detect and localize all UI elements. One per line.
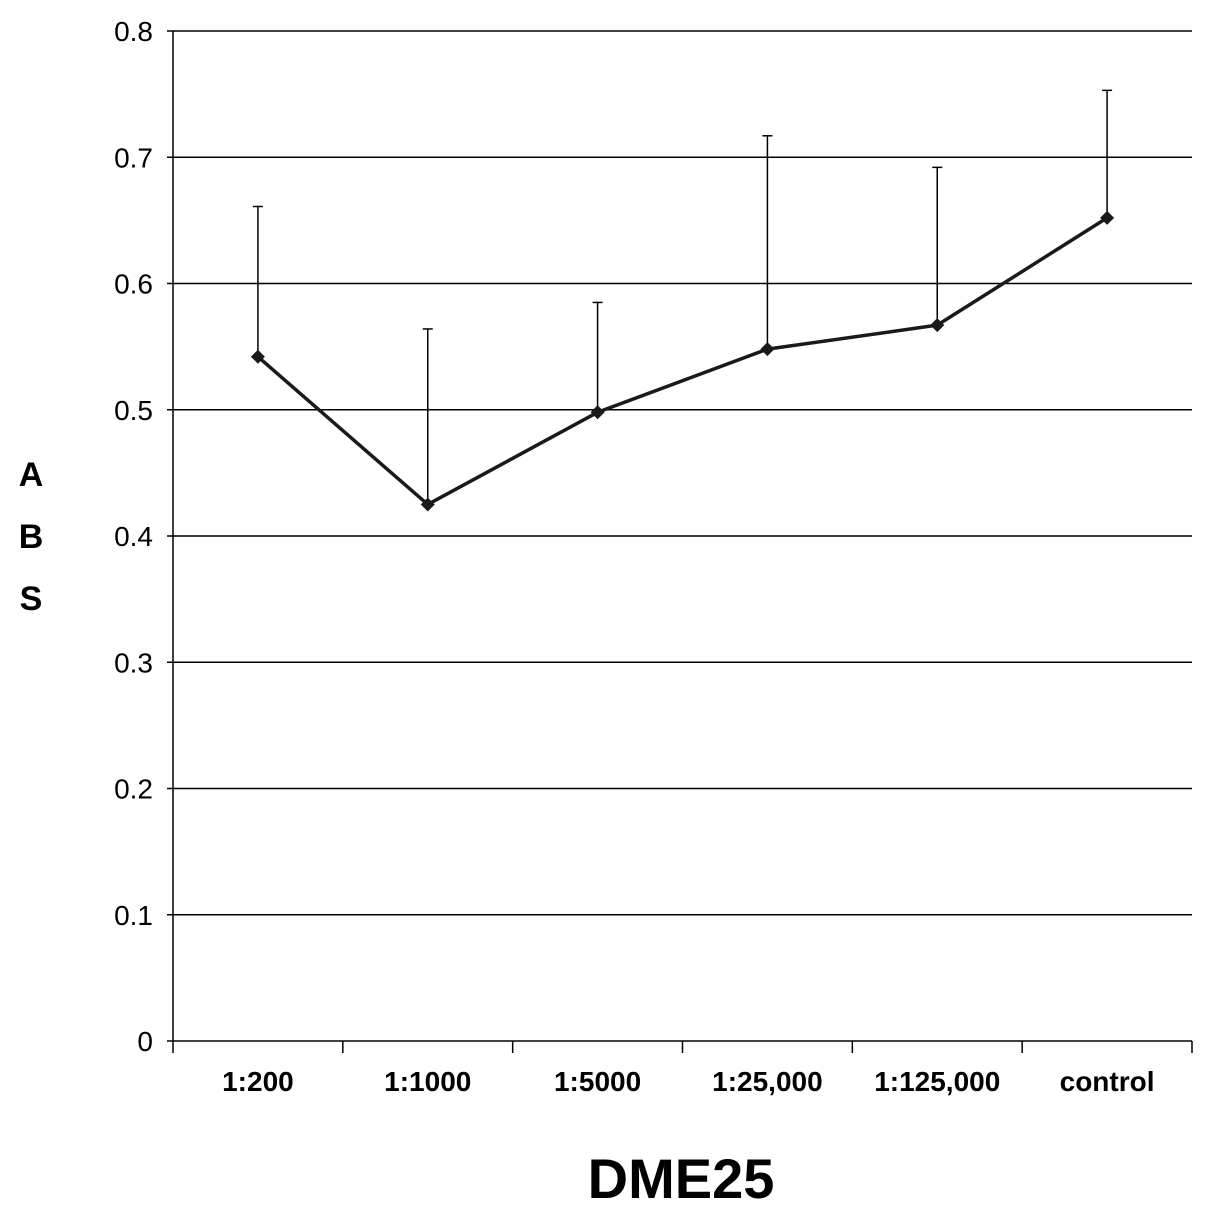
- x-tick-label: 1:5000: [554, 1066, 641, 1097]
- axes: [167, 30, 1193, 1053]
- y-tick-label: 0.1: [114, 900, 153, 931]
- y-axis-label-letter: S: [20, 580, 43, 618]
- y-tick-label: 0.6: [114, 269, 153, 300]
- y-tick-label: 0.8: [114, 16, 153, 47]
- x-tick-label: 1:25,000: [712, 1066, 823, 1097]
- data-point-marker: [760, 342, 775, 357]
- data-point-marker: [590, 405, 605, 420]
- y-axis-label-letter: B: [19, 518, 44, 556]
- y-tick-label: 0.7: [114, 142, 153, 173]
- x-tick-labels: 1:200 1:1000 1:5000 1:25,000 1:125,000 contro…: [222, 1066, 1154, 1097]
- x-tick-label: 1:200: [222, 1066, 294, 1097]
- x-tick-label: control: [1060, 1066, 1155, 1097]
- x-tick-label: 1:1000: [384, 1066, 471, 1097]
- y-tick-label: 0.2: [114, 774, 153, 805]
- x-tick-label: 1:125,000: [874, 1066, 1000, 1097]
- series-line-path: [256, 216, 1109, 507]
- data-point-marker: [420, 497, 435, 512]
- data-points: [250, 210, 1115, 512]
- y-axis-label-letter: A: [19, 456, 44, 494]
- data-point-marker: [1100, 210, 1115, 225]
- x-axis-label: DME25: [588, 1147, 775, 1210]
- y-axis-label: ABS: [19, 456, 44, 618]
- y-tick-label: 0.4: [114, 521, 153, 552]
- y-tick-labels: 0 0.1 0.2 0.3 0.4 0.5 0.6 0.7 0.8: [114, 16, 153, 1057]
- y-tick-label: 0: [137, 1026, 153, 1057]
- y-tick-label: 0.5: [114, 395, 153, 426]
- y-tick-label: 0.3: [114, 647, 153, 678]
- data-point-marker: [930, 318, 945, 333]
- gridlines: [173, 30, 1192, 916]
- data-point-marker: [250, 349, 265, 364]
- series-line: [256, 216, 1109, 507]
- error-bars: [252, 89, 1113, 505]
